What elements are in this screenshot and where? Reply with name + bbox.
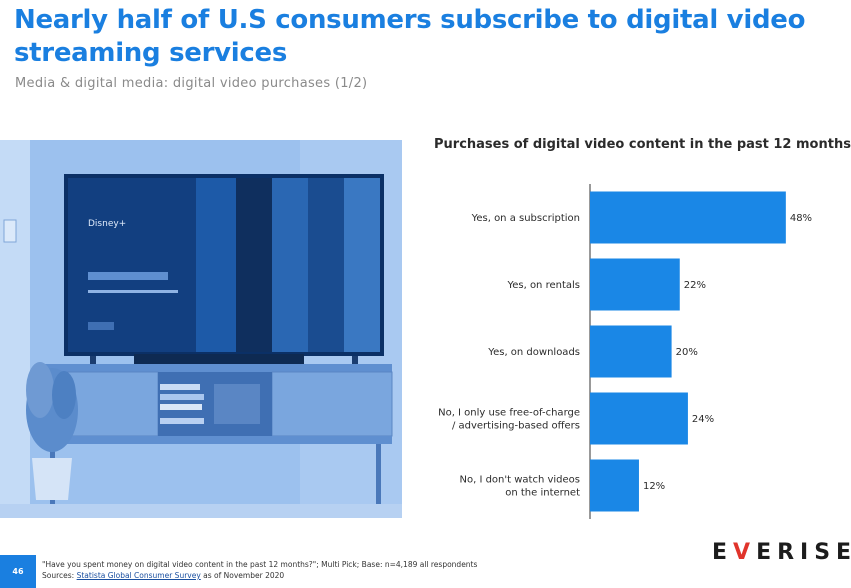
tv-brand-text: Disney+ [88, 219, 126, 229]
slide-subtitle: Media & digital media: digital video pur… [15, 76, 368, 91]
footnote-sources-label: Sources: [42, 571, 75, 580]
value-label-4: 12% [643, 481, 665, 492]
value-label-3: 24% [692, 414, 714, 425]
category-label-2-0: Yes, on downloads [487, 347, 580, 358]
category-label-3-0: No, I only use free-of-charge [438, 408, 580, 419]
everise-logo: EVERISE [712, 540, 851, 565]
footnote-question: "Have you spent money on digital video c… [42, 560, 478, 569]
category-label-4-1: on the internet [505, 488, 580, 499]
bar-3 [590, 392, 688, 445]
slide-title: Nearly half of U.S consumers subscribe t… [14, 5, 806, 68]
value-label-0: 48% [790, 213, 812, 224]
bar-0 [590, 191, 786, 244]
value-label-2: 20% [676, 347, 698, 358]
category-label-4-0: No, I don't watch videos [459, 475, 580, 486]
bar-chart: 48% Yes, on a subscription 22% Yes, on rent… [438, 184, 812, 519]
bar-1 [590, 258, 680, 311]
footnote-source-date: as of November 2020 [200, 571, 285, 580]
chart-title: Purchases of digital video content in th… [434, 137, 851, 152]
logo-suffix: ERISE [756, 540, 851, 565]
source-link[interactable]: Statista Global Consumer Survey [76, 571, 201, 580]
category-label-0-0: Yes, on a subscription [471, 213, 580, 224]
footnote: "Have you spent money on digital video c… [42, 559, 477, 581]
footnote-sources: Sources: Statista Global Consumer Survey… [42, 570, 477, 581]
page-number: 46 [0, 555, 36, 588]
value-label-1: 22% [684, 280, 706, 291]
category-label-1-0: Yes, on rentals [506, 280, 580, 291]
category-label-3-1: / advertising-based offers [452, 421, 580, 432]
logo-accent: V [733, 540, 757, 565]
tv-photo: Disney+ [0, 140, 402, 518]
logo-prefix: E [712, 540, 734, 565]
bar-2 [590, 325, 672, 378]
bar-4 [590, 459, 639, 512]
